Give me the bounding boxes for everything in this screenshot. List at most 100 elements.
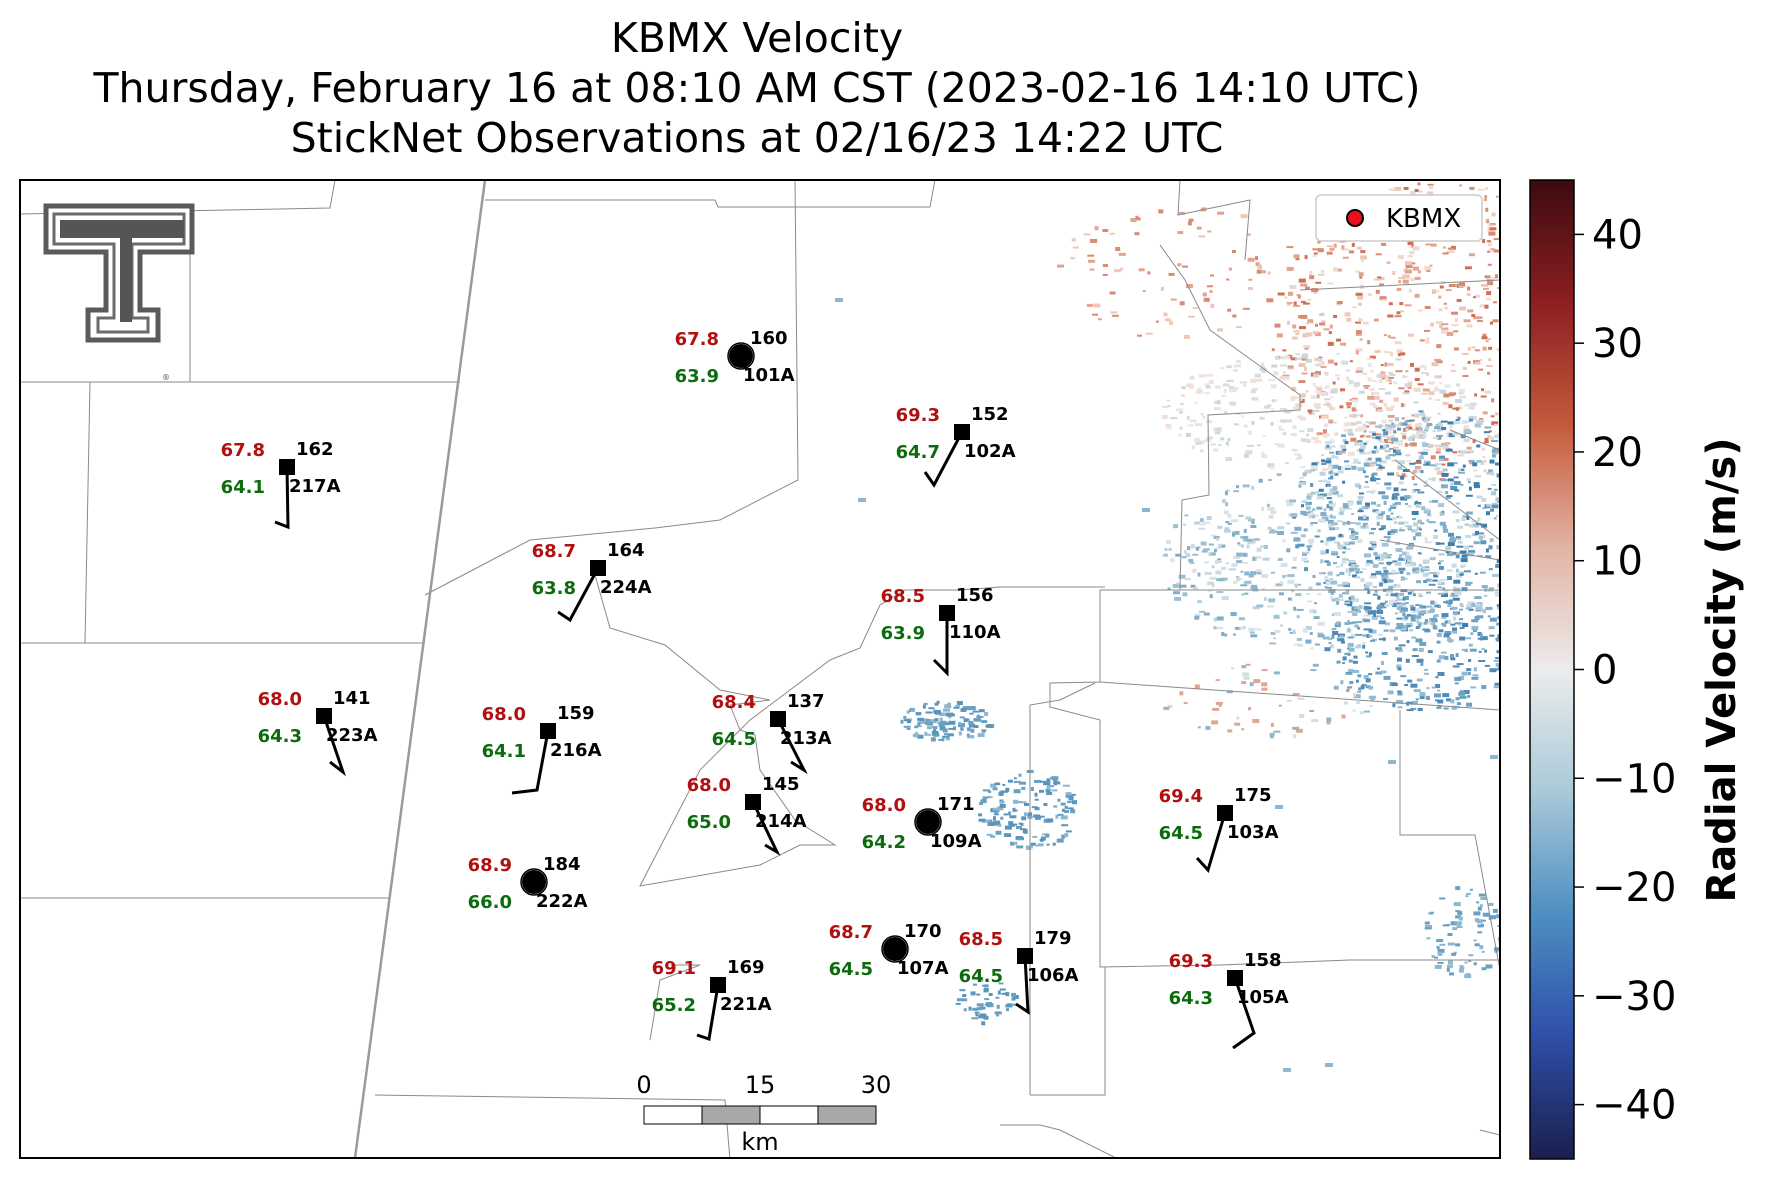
station-direction: 169 xyxy=(727,957,765,978)
colorbar-tick-label: 40 xyxy=(1592,212,1643,258)
station-temperature: 68.0 xyxy=(687,775,731,796)
station-221A[interactable]: 69.1 65.2 169 221A xyxy=(652,957,772,1041)
wind-barb xyxy=(557,567,600,623)
station-dewpoint: 63.9 xyxy=(675,366,719,387)
kbmx-marker-icon xyxy=(1346,209,1364,227)
wind-barb xyxy=(776,718,808,775)
station-dewpoint: 64.5 xyxy=(829,959,873,980)
station-marker-square xyxy=(710,977,726,993)
scale-unit: km xyxy=(741,1128,778,1156)
station-temperature: 68.9 xyxy=(468,855,512,876)
station-direction: 184 xyxy=(543,854,581,875)
station-id: 213A xyxy=(780,728,832,749)
wind-barb xyxy=(322,715,347,777)
station-109A[interactable]: 68.0 64.2 171 109A xyxy=(862,794,982,853)
title-line-1: KBMX Velocity xyxy=(610,14,904,62)
colorbar-label: Radial Velocity (m/s) xyxy=(1699,437,1745,902)
station-temperature: 68.4 xyxy=(712,692,756,713)
station-marker-square xyxy=(939,605,955,621)
station-direction: 145 xyxy=(762,774,800,795)
wind-barb xyxy=(696,984,720,1041)
station-213A[interactable]: 68.4 64.5 137 213A xyxy=(712,691,832,775)
station-temperature: 69.4 xyxy=(1159,786,1203,807)
station-107A[interactable]: 68.7 64.5 170 107A xyxy=(829,921,949,980)
station-marker-circle xyxy=(522,870,546,894)
station-id: 221A xyxy=(720,994,772,1015)
station-direction: 164 xyxy=(607,540,645,561)
station-temperature: 68.0 xyxy=(862,795,906,816)
station-direction: 152 xyxy=(971,404,1009,425)
station-marker-square xyxy=(540,723,556,739)
station-dewpoint: 64.3 xyxy=(1169,988,1213,1009)
title-line-3: StickNet Observations at 02/16/23 14:22 … xyxy=(290,114,1224,162)
station-103A[interactable]: 69.4 64.5 175 103A xyxy=(1159,785,1279,873)
station-dewpoint: 65.2 xyxy=(652,995,696,1016)
station-101A[interactable]: 67.8 63.9 160 101A xyxy=(675,328,795,387)
station-223A[interactable]: 68.0 64.3 141 223A xyxy=(258,688,378,777)
map-legend: KBMX xyxy=(1315,194,1483,242)
wind-barb xyxy=(1015,955,1030,1015)
station-dewpoint: 65.0 xyxy=(687,812,731,833)
station-temperature: 67.8 xyxy=(221,440,265,461)
colorbar-tick-label: 20 xyxy=(1592,430,1643,476)
station-temperature: 68.0 xyxy=(258,689,302,710)
station-id: 224A xyxy=(600,577,652,598)
station-marker-square xyxy=(745,794,761,810)
colorbar-tick-label: 0 xyxy=(1592,648,1617,694)
station-temperature: 69.3 xyxy=(1169,951,1213,972)
station-dewpoint: 66.0 xyxy=(468,892,512,913)
station-marker-square xyxy=(1017,948,1033,964)
station-temperature: 69.1 xyxy=(652,958,696,979)
sticknet-stations: 67.8 63.9 160 101A 69.3 64.7 152 102A 67.8 64.1 16… xyxy=(221,328,1289,1050)
wind-barb xyxy=(932,613,949,677)
station-id: 223A xyxy=(326,725,378,746)
station-id: 101A xyxy=(743,365,795,386)
station-direction: 141 xyxy=(333,688,371,709)
station-temperature: 68.0 xyxy=(482,704,526,725)
station-dewpoint: 64.5 xyxy=(1159,823,1203,844)
station-id: 102A xyxy=(964,441,1016,462)
station-temperature: 68.7 xyxy=(532,541,576,562)
colorbar-tick-label: −20 xyxy=(1592,865,1676,911)
station-214A[interactable]: 68.0 65.0 145 214A xyxy=(687,774,807,856)
station-id: 214A xyxy=(755,811,807,832)
colorbar-tick-label: 30 xyxy=(1592,321,1643,367)
station-217A[interactable]: 67.8 64.1 162 217A xyxy=(221,439,341,530)
colorbar-gradient xyxy=(1529,179,1575,1160)
station-marker-square xyxy=(590,560,606,576)
station-224A[interactable]: 68.7 63.8 164 224A xyxy=(532,540,652,623)
station-dewpoint: 64.1 xyxy=(482,741,526,762)
station-id: 106A xyxy=(1027,965,1079,986)
map-panel[interactable] xyxy=(19,179,1613,1160)
station-id: 103A xyxy=(1227,822,1279,843)
scale-tick-30: 30 xyxy=(861,1071,892,1099)
station-marker-square xyxy=(279,459,295,475)
station-dewpoint: 64.1 xyxy=(221,477,265,498)
station-dewpoint: 63.9 xyxy=(881,623,925,644)
station-marker-circle xyxy=(729,344,753,368)
radar-velocity-returns xyxy=(835,182,1500,1072)
station-id: 217A xyxy=(289,476,341,497)
station-temperature: 68.5 xyxy=(881,586,925,607)
station-106A[interactable]: 68.5 64.5 179 106A xyxy=(959,928,1079,1015)
station-222A[interactable]: 68.9 66.0 184 222A xyxy=(468,854,588,913)
colorbar-tick-label: −40 xyxy=(1592,1083,1676,1129)
texas-tech-double-t-logo: ® xyxy=(43,203,195,382)
station-direction: 156 xyxy=(956,585,994,606)
station-dewpoint: 64.7 xyxy=(896,442,940,463)
station-direction: 137 xyxy=(787,691,825,712)
station-direction: 159 xyxy=(557,703,595,724)
station-id: 222A xyxy=(536,891,588,912)
station-dewpoint: 64.2 xyxy=(862,832,906,853)
station-110A[interactable]: 68.5 63.9 156 110A xyxy=(881,585,1001,677)
colorbar-tick-label: −30 xyxy=(1592,974,1676,1020)
station-216A[interactable]: 68.0 64.1 159 216A xyxy=(482,703,602,795)
station-marker-square xyxy=(954,424,970,440)
station-102A[interactable]: 69.3 64.7 152 102A xyxy=(896,404,1016,488)
station-direction: 171 xyxy=(937,794,975,815)
station-marker-square xyxy=(316,708,332,724)
station-105A[interactable]: 69.3 64.3 158 105A xyxy=(1169,950,1289,1050)
scale-tick-15: 15 xyxy=(745,1071,776,1099)
station-temperature: 68.7 xyxy=(829,922,873,943)
